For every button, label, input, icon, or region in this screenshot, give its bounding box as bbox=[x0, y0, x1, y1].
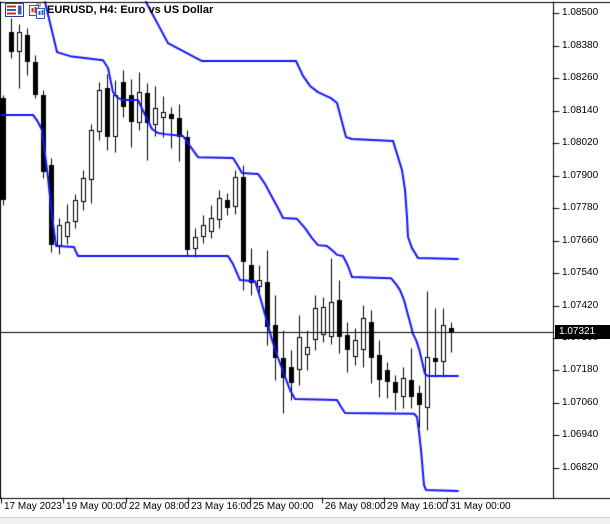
time-tick-label: 25 May 00:00 bbox=[253, 501, 314, 512]
time-tick-label: 29 May 16:00 bbox=[387, 501, 448, 512]
price-tick-label: 1.08260 bbox=[562, 72, 599, 84]
time-tick-label: 26 May 08:00 bbox=[325, 501, 386, 512]
price-tick-label: 1.07420 bbox=[562, 299, 599, 311]
price-tick-label: 1.06940 bbox=[562, 429, 599, 441]
time-tick-label: 31 May 00:00 bbox=[450, 501, 511, 512]
price-tick-label: 1.07900 bbox=[562, 169, 599, 181]
price-tick-label: 1.07780 bbox=[562, 202, 599, 214]
current-price-tag: 1.07321 bbox=[555, 325, 610, 339]
price-tick-label: 1.08500 bbox=[562, 7, 599, 19]
price-axis[interactable]: 1.08500 1.08380 1.08260 1.08140 1.08020 1.079… bbox=[554, 2, 610, 498]
price-tick-label: 1.07660 bbox=[562, 234, 599, 246]
price-tick-label: 1.07180 bbox=[562, 364, 599, 376]
price-tick-label: 1.07060 bbox=[562, 396, 599, 408]
time-tick-label: 23 May 16:00 bbox=[191, 501, 252, 512]
time-tick-label: 17 May 2023 bbox=[4, 501, 62, 512]
time-axis[interactable]: 17 May 2023 19 May 00:00 22 May 08:00 23 Ma… bbox=[0, 499, 553, 517]
time-tick-label: 22 May 08:00 bbox=[129, 501, 190, 512]
time-tick-label: 19 May 00:00 bbox=[66, 501, 127, 512]
price-tick-label: 1.07540 bbox=[562, 267, 599, 278]
price-tick-label: 1.08140 bbox=[562, 104, 599, 116]
price-tick-label: 1.06820 bbox=[562, 461, 599, 473]
window-bottom-strip bbox=[0, 517, 610, 524]
price-tick-label: 1.08020 bbox=[562, 137, 599, 149]
price-tick-label: 1.08380 bbox=[562, 39, 599, 51]
